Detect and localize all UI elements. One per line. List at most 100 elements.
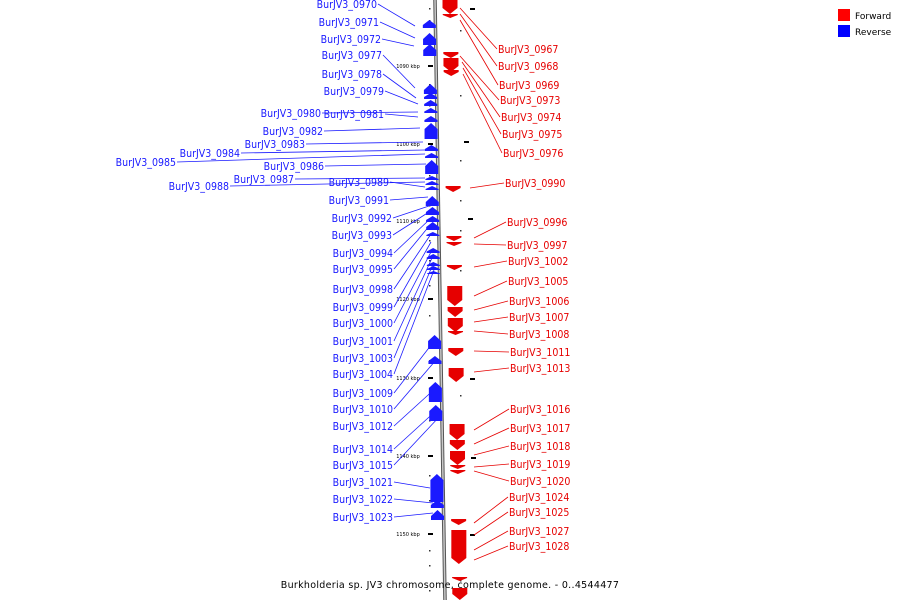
reverse-gene-label: BurJV3_1015 xyxy=(333,460,393,472)
reverse-leader-line xyxy=(323,127,421,132)
forward-leader-line xyxy=(473,243,507,246)
reverse-leader-line xyxy=(393,233,432,290)
forward-leader-line xyxy=(473,300,509,311)
tick-mark xyxy=(428,298,433,300)
reverse-gene-glyph xyxy=(424,100,438,106)
tick-mark xyxy=(428,455,433,457)
forward-leader-line xyxy=(462,67,502,135)
reverse-gene-label: BurJV3_1004 xyxy=(333,369,393,381)
reverse-gene-label: BurJV3_0991 xyxy=(329,195,389,207)
reverse-gene-label: BurJV3_1001 xyxy=(333,336,393,348)
forward-gene-label: BurJV3_1007 xyxy=(509,312,569,324)
forward-leader-line xyxy=(462,73,503,154)
forward-gene-glyph xyxy=(452,588,468,600)
reverse-gene-label: BurJV3_0970 xyxy=(317,0,377,11)
reverse-gene-label: BurJV3_0989 xyxy=(329,177,389,189)
reverse-gene-glyph xyxy=(426,262,440,266)
reverse-gene-glyph xyxy=(428,382,442,402)
tick-mark xyxy=(428,143,433,145)
forward-leader-line xyxy=(473,496,509,524)
reverse-gene-glyph xyxy=(426,254,440,259)
reverse-leader-line xyxy=(389,181,426,188)
track-dot xyxy=(429,285,431,287)
forward-gene-glyph xyxy=(452,577,468,581)
reverse-gene-glyph xyxy=(427,271,441,274)
tick-mark xyxy=(471,457,476,459)
reverse-gene-glyph xyxy=(424,116,438,122)
forward-gene-label: BurJV3_1011 xyxy=(510,347,570,359)
forward-leader-line xyxy=(473,511,509,536)
reverse-gene-label: BurJV3_0999 xyxy=(333,302,393,314)
forward-gene-glyph xyxy=(443,70,459,76)
forward-gene-label: BurJV3_0973 xyxy=(500,95,560,107)
reverse-gene-glyph xyxy=(426,232,440,236)
forward-gene-glyph xyxy=(450,470,466,474)
reverse-leader-line xyxy=(392,211,430,236)
reverse-gene-glyph xyxy=(428,335,442,349)
forward-gene-label: BurJV3_0990 xyxy=(505,178,565,190)
tick-mark xyxy=(428,65,433,67)
forward-gene-label: BurJV3_0997 xyxy=(507,240,567,252)
forward-gene-label: BurJV3_0976 xyxy=(503,148,563,160)
reverse-leader-line xyxy=(381,38,415,47)
reverse-gene-glyph xyxy=(430,500,444,508)
forward-gene-glyph xyxy=(449,424,465,440)
reverse-leader-line xyxy=(393,224,431,270)
track-dot xyxy=(460,160,462,162)
forward-gene-label: BurJV3_0969 xyxy=(499,80,559,92)
forward-gene-label: BurJV3_1019 xyxy=(510,459,570,471)
reverse-gene-glyph xyxy=(424,108,438,113)
reverse-gene-label: BurJV3_1009 xyxy=(333,388,393,400)
forward-gene-label: BurJV3_1018 xyxy=(510,441,570,453)
legend-label-forward: Forward xyxy=(855,12,891,22)
reverse-leader-line xyxy=(384,90,419,105)
tick-label: 1100 kbp xyxy=(396,142,420,148)
forward-gene-glyph xyxy=(446,265,462,270)
reverse-leader-line xyxy=(393,269,435,375)
track-dot xyxy=(429,500,431,502)
reverse-leader-line xyxy=(393,218,431,254)
tick-mark xyxy=(470,8,475,10)
forward-leader-line xyxy=(473,330,509,335)
forward-gene-glyph xyxy=(442,14,458,18)
reverse-gene-label: BurJV3_1000 xyxy=(333,318,393,330)
reverse-gene-glyph xyxy=(425,160,439,174)
forward-leader-line xyxy=(461,61,501,118)
reverse-gene-label: BurJV3_1012 xyxy=(333,421,393,433)
reverse-leader-line xyxy=(393,385,439,427)
reverse-leader-line xyxy=(393,359,437,410)
gene-labels: BurJV3_0970 BurJV3_0971 BurJV3_0972 BurJV3_… xyxy=(116,0,571,553)
reverse-gene-glyph xyxy=(426,222,440,230)
forward-leader-line xyxy=(473,408,510,431)
forward-gene-label: BurJV3_1005 xyxy=(508,276,568,288)
track-dot xyxy=(460,270,462,272)
forward-gene-label: BurJV3_0968 xyxy=(498,61,558,73)
reverse-gene-label: BurJV3_0988 xyxy=(169,181,229,193)
reverse-gene-label: BurJV3_0978 xyxy=(322,69,382,81)
forward-leader-line xyxy=(473,221,507,239)
reverse-gene-label: BurJV3_0984 xyxy=(180,148,240,160)
gene-features xyxy=(422,0,468,600)
reverse-gene-glyph xyxy=(424,123,438,139)
forward-gene-label: BurJV3_1024 xyxy=(509,492,569,504)
forward-gene-label: BurJV3_1002 xyxy=(508,256,568,268)
tick-label: 1130 kbp xyxy=(396,376,420,382)
track-dot xyxy=(460,230,462,232)
forward-leader-line xyxy=(473,427,510,445)
reverse-gene-glyph xyxy=(423,44,437,56)
reverse-gene-label: BurJV3_0994 xyxy=(333,248,393,260)
reverse-gene-glyph xyxy=(425,196,439,206)
forward-gene-glyph xyxy=(448,348,464,356)
reverse-gene-glyph xyxy=(428,356,442,364)
forward-leader-line xyxy=(473,463,510,468)
legend-label-reverse: Reverse xyxy=(855,28,892,38)
legend-swatch-forward xyxy=(838,9,850,21)
forward-gene-label: BurJV3_1013 xyxy=(510,363,570,375)
legend: Forward Reverse xyxy=(838,9,892,38)
forward-gene-label: BurJV3_0975 xyxy=(502,129,562,141)
reverse-leader-line xyxy=(377,3,416,27)
forward-gene-glyph xyxy=(450,451,466,465)
forward-leader-line xyxy=(459,13,498,67)
reverse-leader-line xyxy=(393,415,441,466)
reverse-gene-label: BurJV3_0972 xyxy=(321,34,381,46)
